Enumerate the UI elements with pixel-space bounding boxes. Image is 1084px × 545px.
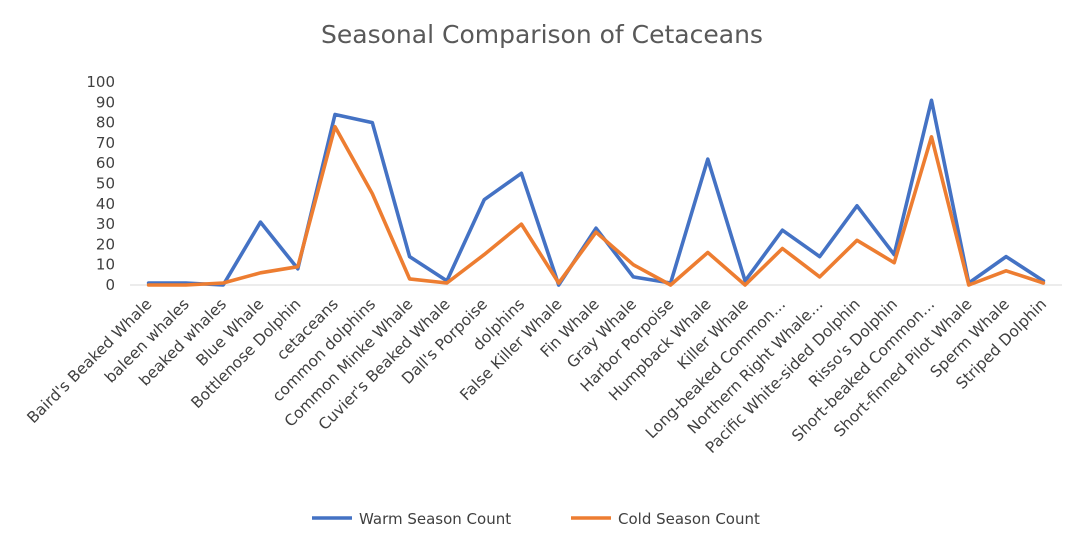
legend-label: Warm Season Count: [359, 510, 511, 528]
y-tick-label: 70: [96, 134, 115, 152]
series-lines: [146, 98, 1046, 287]
y-tick-label: 0: [105, 276, 115, 294]
y-tick-label: 40: [96, 195, 115, 213]
y-tick-label: 50: [96, 175, 115, 193]
series-line-cold-season: [146, 124, 1046, 287]
y-axis-ticks: 0 10 20 30 40 50 60 70 80 90 100: [86, 73, 115, 294]
y-tick-label: 90: [96, 93, 115, 111]
y-tick-label: 60: [96, 154, 115, 172]
y-tick-label: 100: [86, 73, 115, 91]
chart-title: Seasonal Comparison of Cetaceans: [321, 20, 763, 49]
y-tick-label: 80: [96, 114, 115, 132]
series-line-warm-season: [146, 98, 1046, 287]
y-tick-label: 20: [96, 235, 115, 253]
legend: Warm Season Count Cold Season Count: [312, 510, 760, 528]
legend-label: Cold Season Count: [618, 510, 760, 528]
y-tick-label: 10: [96, 256, 115, 274]
y-tick-label: 30: [96, 215, 115, 233]
